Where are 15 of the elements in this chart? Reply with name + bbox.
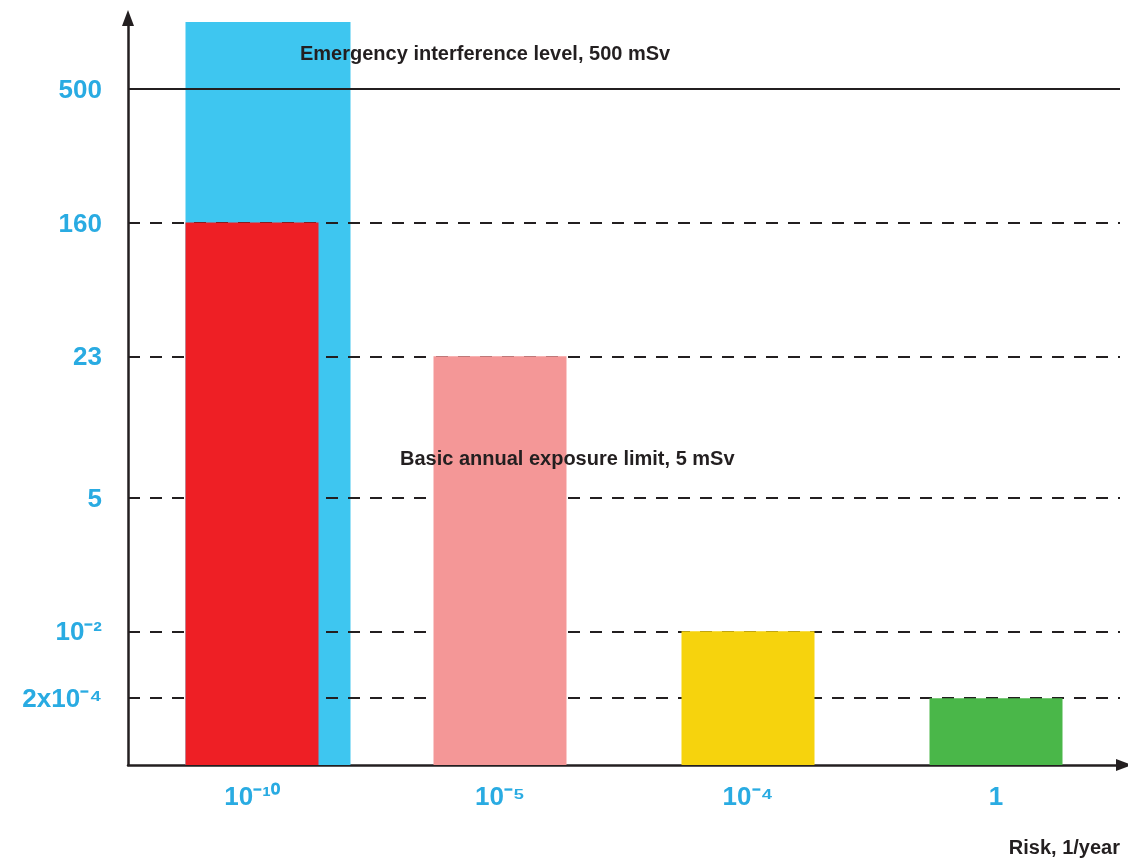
x-tick-label: 10⁻¹⁰ (224, 781, 281, 811)
x-axis-title: Risk, 1/year (1008, 836, 1121, 858)
text: 5 (87, 482, 102, 513)
text: 2x10⁻⁴ (22, 683, 102, 714)
x-tick-label: 1 (988, 781, 1004, 811)
text: 10⁻² (55, 616, 103, 647)
bar (681, 631, 815, 765)
x-tick-label: 10⁻⁵ (474, 781, 526, 811)
text: 23 (73, 341, 102, 372)
text: 160 (58, 207, 102, 238)
bar (929, 698, 1063, 765)
text: 500 (58, 73, 102, 104)
annotation: Basic annual exposure limit, 5 mSv (400, 446, 736, 469)
x-tick-label: 10⁻⁴ (722, 781, 774, 811)
bar (185, 222, 319, 765)
